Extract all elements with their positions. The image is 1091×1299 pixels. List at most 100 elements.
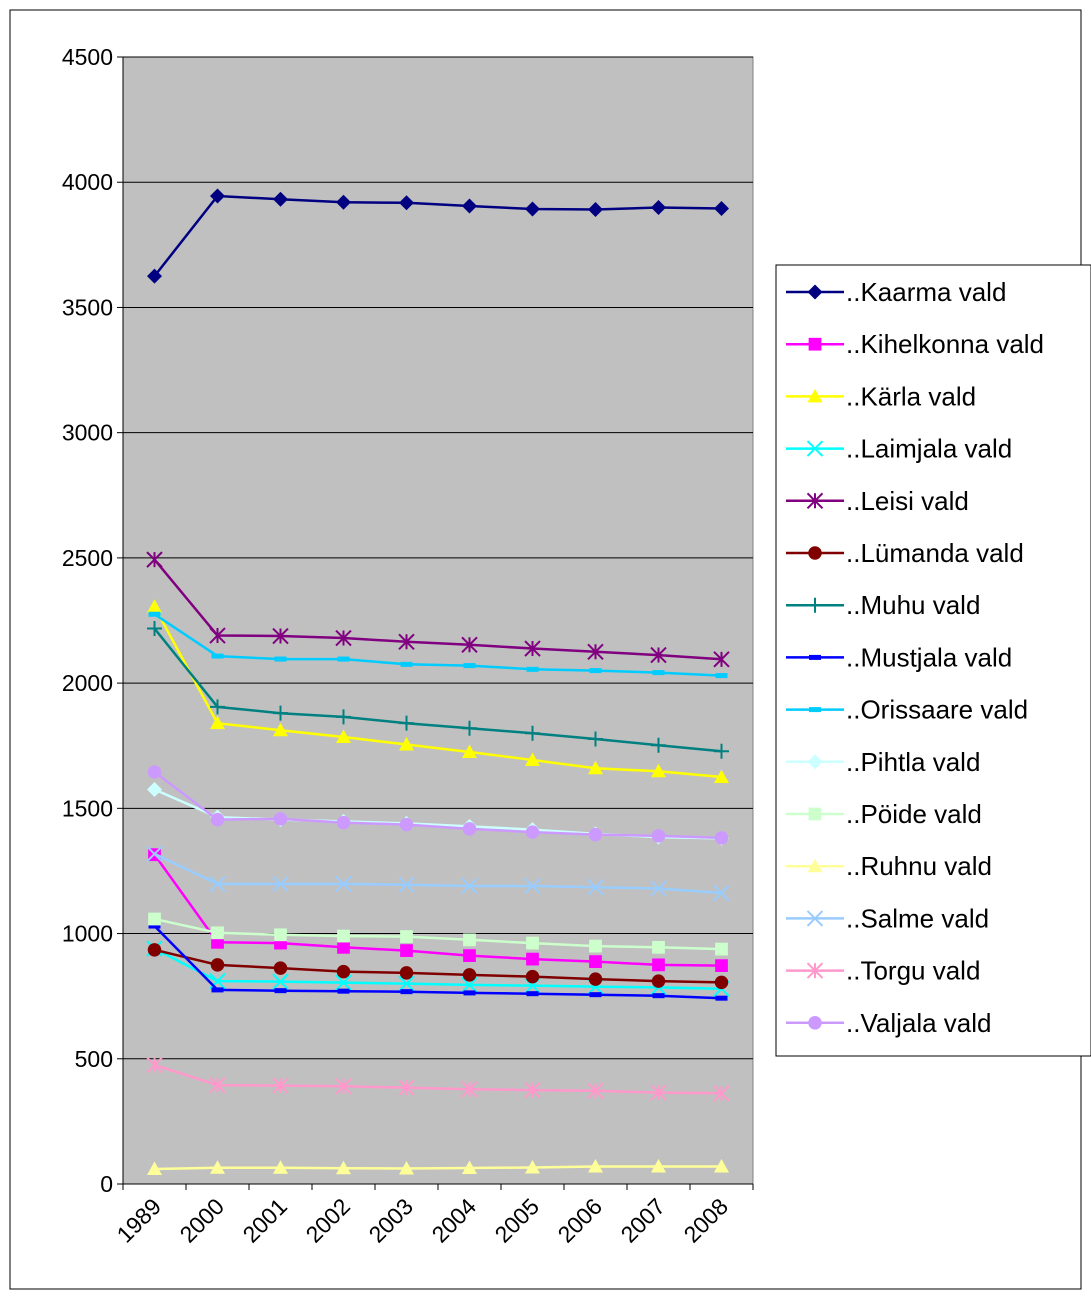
legend-label: ..Kihelkonna vald xyxy=(846,329,1044,359)
series-line xyxy=(153,613,722,677)
data-point-marker xyxy=(809,654,821,660)
data-point-marker xyxy=(147,782,162,798)
series-torgu-vald xyxy=(146,1056,730,1102)
data-point-marker xyxy=(462,744,477,758)
series-line xyxy=(153,852,722,895)
data-point-marker xyxy=(714,975,729,990)
data-point-marker xyxy=(335,1078,352,1095)
data-point-marker xyxy=(210,699,225,715)
data-point-marker xyxy=(463,933,476,947)
data-point-marker xyxy=(211,653,224,659)
data-point-marker xyxy=(588,827,603,842)
series-line xyxy=(154,917,722,951)
data-point-marker xyxy=(714,743,729,759)
series-line xyxy=(153,627,722,753)
data-point-marker xyxy=(147,1161,162,1175)
data-point-marker xyxy=(335,875,352,893)
y-axis: 0 500 1000 1500 2000 2500 3000 3500 4000 4500 xyxy=(62,44,124,1197)
series-orissaare-vald xyxy=(148,611,728,679)
data-point-marker xyxy=(273,1160,288,1174)
data-point-marker xyxy=(273,705,288,721)
data-point-marker xyxy=(807,858,823,873)
data-point-marker xyxy=(461,1081,478,1098)
legend-label: ..Torgu vald xyxy=(846,956,980,986)
series-line xyxy=(153,194,722,277)
data-point-marker xyxy=(398,633,415,650)
data-point-marker xyxy=(336,815,351,830)
legend-item: ..Muhu vald xyxy=(786,590,980,620)
legend-label: ..Lümanda vald xyxy=(846,538,1024,568)
data-point-marker xyxy=(148,611,161,617)
legend: ..Kaarma vald ..Kihelkonna vald ..Kärla va… xyxy=(775,264,1091,1057)
data-point-marker xyxy=(148,923,161,929)
data-point-marker xyxy=(272,973,289,990)
data-point-marker xyxy=(146,551,163,568)
data-point-marker xyxy=(399,1160,414,1175)
data-point-marker xyxy=(524,1081,541,1099)
data-point-marker xyxy=(463,663,476,669)
data-point-marker xyxy=(336,729,351,743)
legend-label: ..Pihtla vald xyxy=(846,747,980,777)
y-tick-label: 1000 xyxy=(62,921,113,947)
data-point-marker xyxy=(714,1158,729,1173)
data-point-marker xyxy=(806,492,824,510)
data-point-marker xyxy=(525,752,540,766)
data-point-marker xyxy=(651,1158,666,1173)
legend-label: ..Muhu vald xyxy=(846,590,980,620)
data-point-marker xyxy=(526,991,539,997)
legend-item: ..Valjala vald xyxy=(786,1008,992,1038)
data-point-marker xyxy=(210,188,225,204)
data-point-marker xyxy=(525,969,540,984)
data-point-marker xyxy=(587,1082,604,1100)
data-point-marker xyxy=(336,964,351,979)
data-point-marker xyxy=(146,1056,163,1074)
data-point-marker xyxy=(589,668,602,674)
data-point-marker xyxy=(651,737,666,753)
data-point-marker xyxy=(147,765,162,779)
data-point-marker xyxy=(525,1159,540,1174)
data-point-marker xyxy=(273,961,288,975)
data-point-marker xyxy=(274,988,287,994)
y-tick-label: 2500 xyxy=(62,545,113,571)
legend-label: ..Valjala vald xyxy=(846,1008,992,1038)
data-point-marker xyxy=(652,993,665,999)
data-point-marker xyxy=(210,1160,225,1174)
data-point-marker xyxy=(652,940,665,954)
series-kihelkonna-vald xyxy=(148,848,728,972)
legend-item: ..Salme vald xyxy=(786,903,989,933)
data-point-marker xyxy=(399,966,414,980)
data-point-marker xyxy=(650,880,667,897)
data-point-marker xyxy=(588,760,603,775)
data-point-marker xyxy=(147,599,162,613)
data-point-marker xyxy=(399,817,414,832)
legend-label: ..Laimjala vald xyxy=(846,434,1012,464)
legend-item: ..Ruhnu vald xyxy=(786,851,992,881)
y-tick-label: 0 xyxy=(100,1171,113,1197)
y-tick-label: 3000 xyxy=(62,420,113,446)
series-line xyxy=(153,558,722,661)
series-line xyxy=(154,1165,722,1171)
data-point-marker xyxy=(650,1084,667,1101)
data-point-marker xyxy=(273,722,288,737)
data-point-marker xyxy=(713,884,730,902)
data-point-marker xyxy=(400,930,413,943)
data-point-marker xyxy=(211,987,224,993)
data-point-marker xyxy=(808,1016,822,1030)
y-tick-label: 4000 xyxy=(62,169,113,195)
data-point-marker xyxy=(715,942,728,956)
data-point-marker xyxy=(398,876,415,893)
data-point-marker xyxy=(808,546,822,560)
data-point-marker xyxy=(273,191,288,207)
data-point-marker xyxy=(807,754,823,770)
data-point-marker xyxy=(525,825,540,839)
data-point-marker xyxy=(588,972,603,986)
series-line xyxy=(153,771,722,840)
data-point-marker xyxy=(524,877,541,895)
series-lümanda-vald xyxy=(147,943,729,990)
data-point-marker xyxy=(461,877,478,895)
data-point-marker xyxy=(713,1085,730,1102)
data-point-marker xyxy=(147,943,162,957)
legend-label: ..Ruhnu vald xyxy=(846,851,992,881)
data-point-marker xyxy=(651,974,666,988)
data-point-marker xyxy=(209,875,226,893)
